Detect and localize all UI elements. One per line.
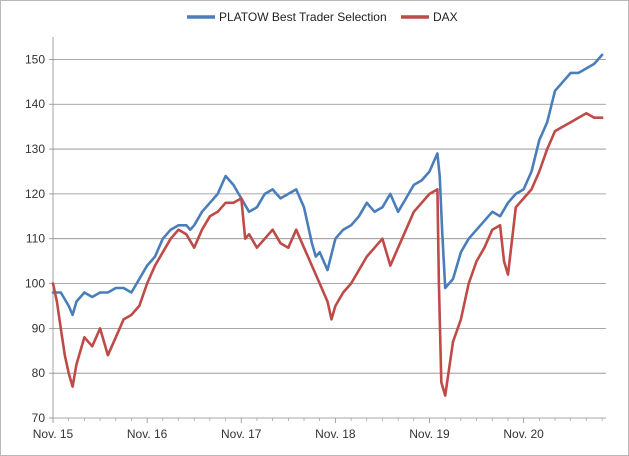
- x-tick-label: Nov. 18: [315, 427, 356, 441]
- y-tick-label: 100: [25, 277, 45, 291]
- series-line-dax: [51, 111, 604, 397]
- y-tick-label: 130: [25, 142, 45, 156]
- axes: [52, 37, 606, 419]
- x-tick-label: Nov. 17: [221, 427, 262, 441]
- x-tick-label: Nov. 16: [127, 427, 168, 441]
- y-tick-label: 90: [32, 321, 46, 335]
- y-axis-ticks: 70 80 90 100 110 120 130 140 150: [25, 52, 53, 425]
- y-tick-label: 140: [25, 97, 45, 111]
- y-tick-label: 110: [26, 232, 45, 246]
- y-tick-label: 70: [32, 411, 46, 425]
- y-tick-label: 120: [25, 187, 45, 201]
- x-axis-ticks: Nov. 15 Nov. 16 Nov. 17 Nov. 18 Nov. 19 Nov. …: [33, 418, 603, 441]
- x-tick-label: Nov. 19: [409, 427, 450, 441]
- y-tick-label: 150: [25, 52, 45, 66]
- legend: PLATOW Best Trader Selection DAX: [187, 10, 458, 24]
- x-tick-label: Nov. 20: [503, 427, 544, 441]
- legend-label-platow: PLATOW Best Trader Selection: [219, 10, 387, 24]
- gridlines: [53, 59, 606, 374]
- series-lines: [51, 53, 604, 397]
- x-tick-label: Nov. 15: [33, 427, 74, 441]
- series-line-platow: [51, 53, 604, 317]
- y-tick-label: 80: [32, 366, 46, 380]
- legend-label-dax: DAX: [433, 10, 458, 24]
